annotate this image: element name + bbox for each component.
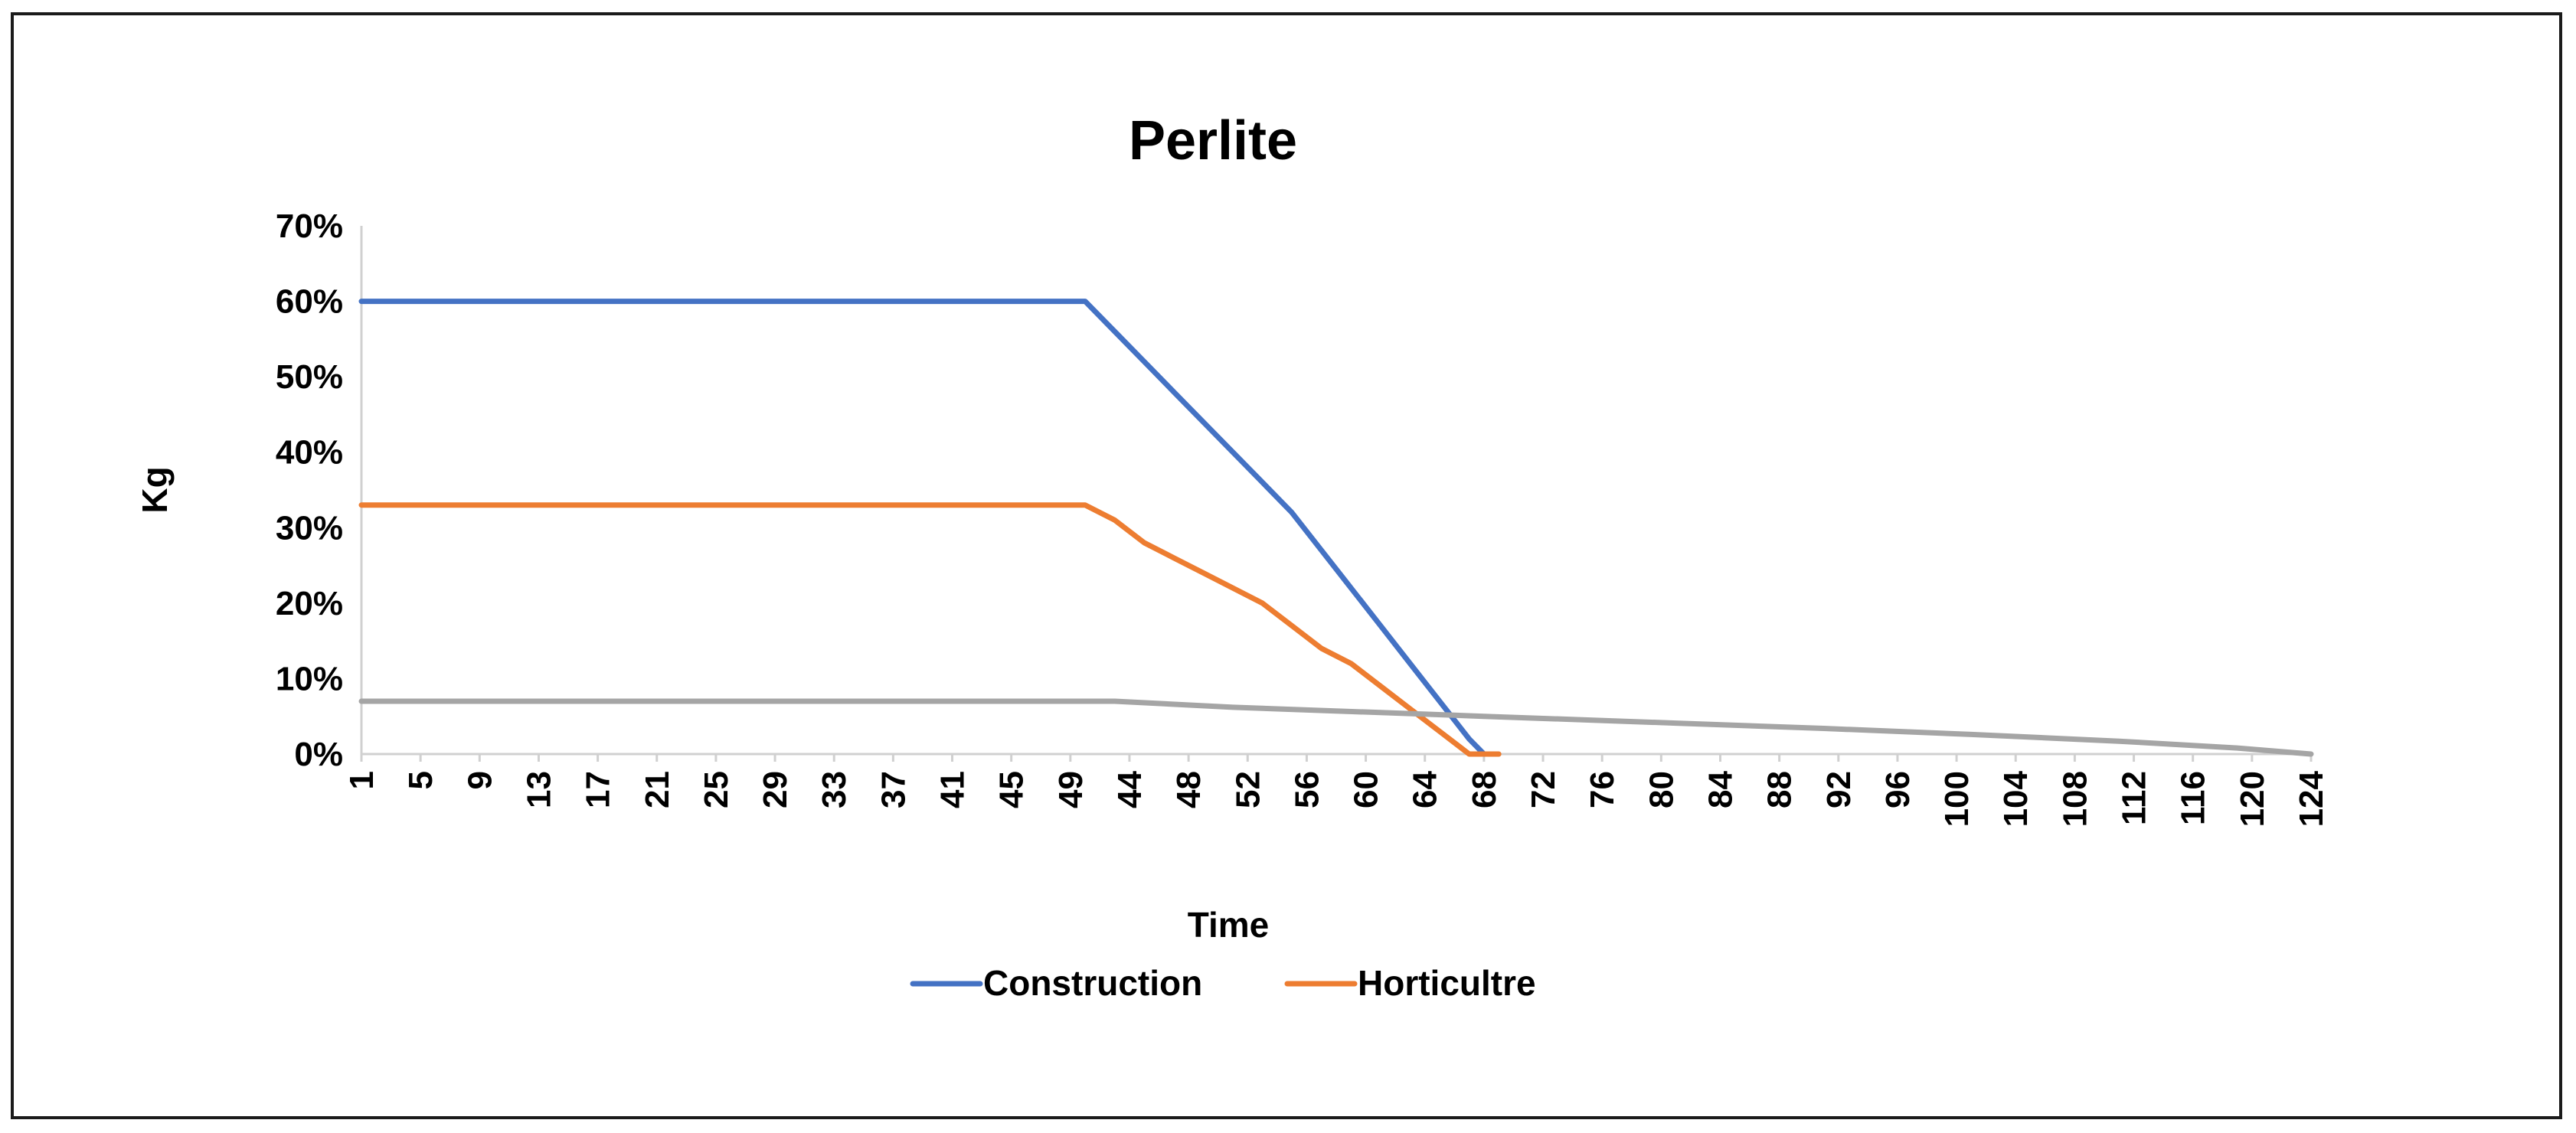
x-tick-label: 120: [2234, 771, 2271, 827]
series-line-construction: [358, 299, 1487, 757]
y-tick-label: 30%: [276, 509, 343, 547]
x-tick-label: 56: [1288, 771, 1326, 808]
x-tick-label: 88: [1761, 771, 1799, 808]
x-tick-label: 108: [2056, 771, 2094, 827]
x-tick-label: 17: [580, 771, 617, 808]
y-tick-label: 10%: [276, 660, 343, 697]
x-tick-label: 96: [1879, 771, 1917, 808]
x-tick-label: 21: [639, 771, 676, 808]
x-tick-label: 104: [1997, 770, 2035, 827]
legend-label-horticultre: Horticultre: [1358, 963, 1536, 1003]
y-tick-label: 0%: [294, 736, 343, 773]
x-tick-label: 37: [874, 771, 912, 808]
y-tick-label: 60%: [276, 283, 343, 321]
x-tick-label: 100: [1938, 771, 1976, 827]
x-axis-label: Time: [1188, 905, 1270, 945]
y-tick-label: 70%: [276, 207, 343, 245]
x-tick-label: 1: [343, 771, 381, 789]
x-tick-label: 64: [1407, 770, 1444, 808]
legend: Construction Horticultre: [910, 963, 1536, 1003]
x-tick-label: 112: [2116, 771, 2153, 825]
x-tick-label: 5: [402, 771, 440, 789]
x-tick-label: 33: [816, 771, 853, 808]
x-tick-label: 60: [1348, 771, 1385, 808]
x-tick-label: 44: [1111, 770, 1149, 808]
x-tick-label: 45: [993, 771, 1031, 808]
y-tick-label: 50%: [276, 358, 343, 396]
x-tick-label: 76: [1584, 771, 1621, 808]
y-tick-label: 20%: [276, 585, 343, 622]
x-tick-label: 29: [757, 771, 794, 808]
x-tick-label: 9: [461, 771, 499, 789]
y-axis-ticks: 0% 10% 20% 30% 40% 50% 60% 70%: [276, 207, 343, 773]
x-tick-label: 52: [1229, 771, 1267, 808]
chart-title: Perlite: [1129, 110, 1297, 171]
x-tick-label: 25: [698, 771, 735, 808]
x-tick-label: 124: [2293, 770, 2330, 827]
x-tick-label: 48: [1170, 771, 1208, 808]
x-tick-label: 68: [1466, 771, 1503, 808]
x-tick-label: 80: [1643, 771, 1680, 808]
x-tick-label: 13: [520, 771, 557, 808]
x-tick-label: 49: [1052, 771, 1090, 808]
x-tick-label: 41: [934, 771, 972, 808]
x-tick-label: 116: [2175, 771, 2212, 825]
series-group: [358, 299, 2314, 757]
x-tick-label: 84: [1702, 770, 1739, 808]
x-tick-label: 92: [1820, 771, 1858, 808]
y-tick-label: 40%: [276, 434, 343, 472]
x-tick-label: 72: [1525, 771, 1562, 808]
y-axis-label: Kg: [135, 466, 175, 513]
x-axis-ticks: 1 5 9 13 17 21 25 29 33 37 41 45 49 44 48 52 56 60 64 68 72 7…: [343, 754, 2330, 827]
series-line-horticultre: [358, 502, 1502, 757]
chart-border: [11, 12, 2562, 1119]
series-line-unnamed-2: [358, 698, 2314, 757]
legend-label-construction: Construction: [983, 963, 1202, 1003]
